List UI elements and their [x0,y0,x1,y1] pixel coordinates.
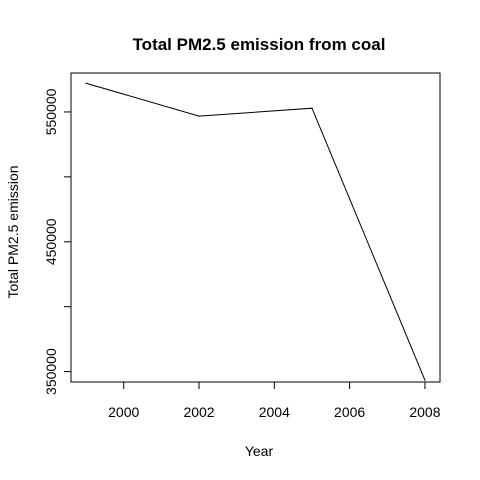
y-axis-label: Total PM2.5 emission [5,165,21,298]
y-tick-label: 450000 [43,218,59,265]
data-point [311,107,313,109]
plot-frame [70,72,441,383]
data-point [424,379,426,381]
x-tick-label: 2000 [108,404,139,420]
x-axis: 2000 2002 2004 2006 2008 [108,381,441,420]
x-tick-label: 2004 [259,404,290,420]
data-point [85,82,87,84]
x-axis-label: Year [245,443,274,459]
chart-title: Total PM2.5 emission from coal [133,35,386,54]
data-point [198,115,200,117]
y-tick-label: 350000 [43,348,59,395]
y-axis: 350000 450000 550000 [43,88,72,395]
x-tick-label: 2002 [183,404,214,420]
x-tick-label: 2006 [334,404,365,420]
y-tick-label: 550000 [43,88,59,135]
x-tick-label: 2008 [409,404,440,420]
series-layer [85,82,426,381]
series-line [85,82,426,381]
